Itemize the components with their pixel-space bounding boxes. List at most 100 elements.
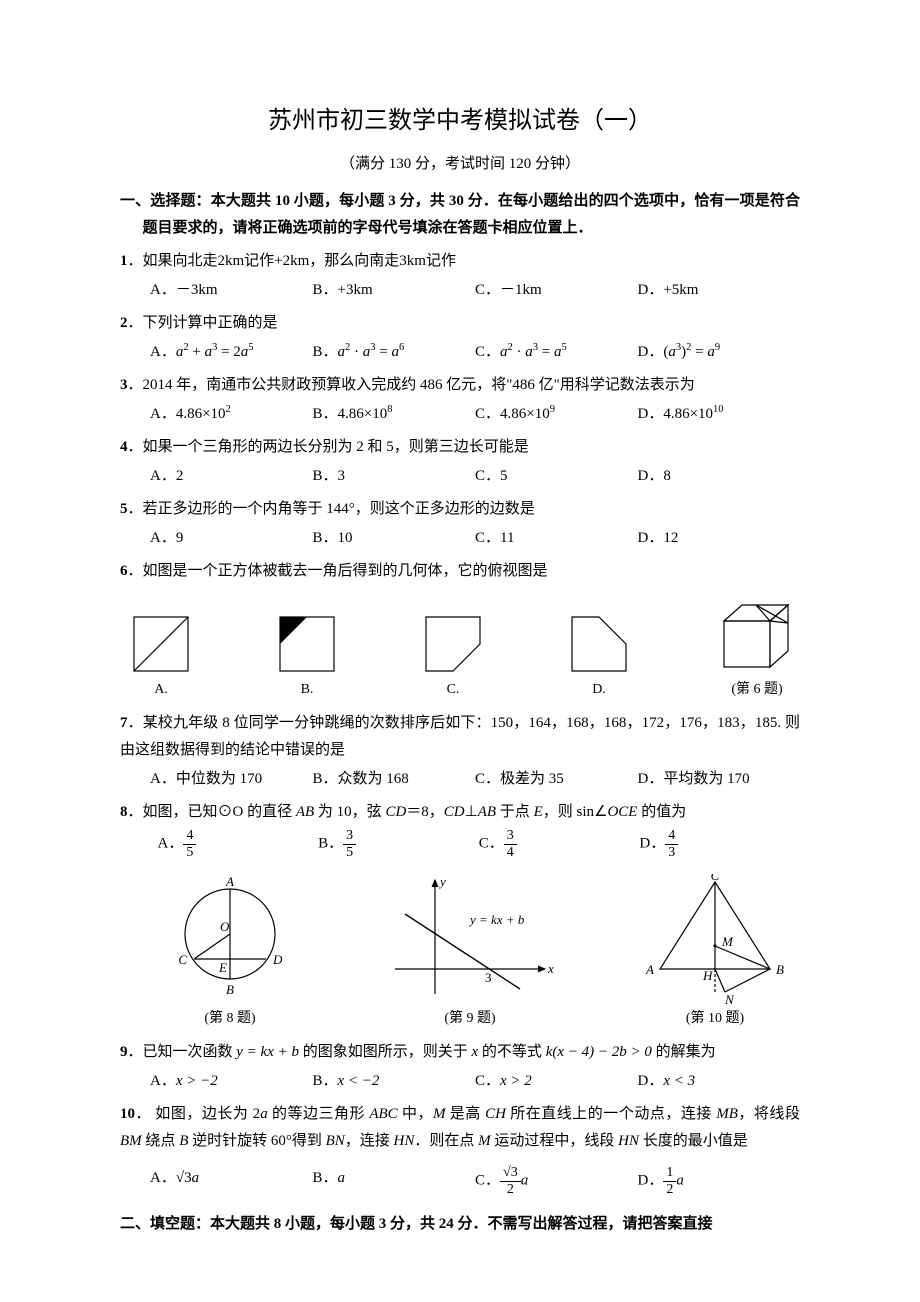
q10-text: ． 如图，边长为 2a 的等边三角形 ABC 中，M 是高 CH 所在直线上的一… [120,1106,800,1149]
fig8-caption: (第 8 题) [160,1006,300,1031]
q8-opt-a: A．45 [158,828,319,860]
question-8: 8．如图，已知⊙O 的直径 AB 为 10，弦 CD＝8，CD⊥AB 于点 E，… [120,799,800,860]
q5-text: ．若正多边形的一个内角等于 144°，则这个正多边形的边数是 [128,501,535,517]
q6-fig-d: D. [568,613,630,702]
figs-8-9-10: A B C D O E (第 8 题) x y 3 y = kx + b (第 … [160,874,790,1031]
fig9-svg: x y 3 y = kx + b [385,874,555,1004]
q8-opt-d: D．43 [639,828,800,860]
question-7: 7．某校九年级 8 位同学一分钟跳绳的次数排序后如下：150，164，168，1… [120,710,800,793]
q8-opt-c: C．34 [479,828,640,860]
q4-num: 4 [120,439,128,455]
svg-text:A: A [645,962,654,977]
q5-opt-a: A．9 [150,525,313,552]
svg-text:C: C [178,952,187,967]
q10-opt-a: A．√3a [150,1165,313,1197]
q6-svg-3d [714,599,800,675]
fig8-svg: A B C D O E [160,874,300,1004]
question-4: 4．如果一个三角形的两边长分别为 2 和 5，则第三边长可能是 A．2 B．3 … [120,434,800,490]
q6-label-a: A. [130,677,192,702]
q10-opt-b: B．a [313,1165,476,1197]
fig9-caption: (第 9 题) [385,1006,555,1031]
q1-opt-c: C．－1km [475,277,638,304]
q9-opt-d: D．x < 3 [638,1068,801,1095]
q9-opt-b: B．x < −2 [313,1068,476,1095]
q6-label-d: D. [568,677,630,702]
q7-opt-a: A．中位数为 170 [150,766,313,793]
svg-text:B: B [226,982,234,997]
q4-opt-a: A．2 [150,463,313,490]
svg-text:y: y [438,874,446,889]
q3-opt-a: A．4.86×102 [150,401,313,428]
fig10-svg: C A B M H N [640,874,790,1004]
q6-fig-c: C. [422,613,484,702]
q6-caption: (第 6 题) [714,677,800,702]
q5-num: 5 [120,501,128,517]
svg-text:B: B [776,962,784,977]
q7-opt-d: D．平均数为 170 [638,766,801,793]
svg-text:O: O [220,919,230,934]
svg-text:N: N [724,992,735,1004]
q6-svg-c [422,613,484,675]
q6-svg-a [130,613,192,675]
q6-figures: A. B. C. D. (第 6 题) [130,599,800,702]
fig-10: C A B M H N (第 10 题) [640,874,790,1031]
q6-fig-a: A. [130,613,192,702]
question-1: 1．如果向北走2km记作+2km，那么向南走3km记作 A．－3km B．+3k… [120,248,800,304]
q2-opt-d: D．(a3)2 = a9 [638,339,801,366]
q3-opt-d: D．4.86×1010 [638,401,801,428]
page-title: 苏州市初三数学中考模拟试卷（一） [120,100,800,143]
q5-opt-d: D．12 [638,525,801,552]
q8-num: 8 [120,804,128,820]
q1-opt-a: A．－3km [150,277,313,304]
q4-opt-b: B．3 [313,463,476,490]
q9-opt-c: C．x > 2 [475,1068,638,1095]
question-5: 5．若正多边形的一个内角等于 144°，则这个正多边形的边数是 A．9 B．10… [120,496,800,552]
q9-num: 9 [120,1044,128,1060]
q8-opt-b: B．35 [318,828,479,860]
svg-text:x: x [547,961,554,976]
fig10-caption: (第 10 题) [640,1006,790,1031]
q3-opt-b: B．4.86×108 [313,401,476,428]
q10-num: 10 [120,1106,135,1122]
q1-opt-d: D．+5km [638,277,801,304]
q3-opt-c: C．4.86×109 [475,401,638,428]
q7-opt-b: B．众数为 168 [313,766,476,793]
q6-label-b: B. [276,677,338,702]
question-6: 6．如图是一个正方体被截去一角后得到的几何体，它的俯视图是 [120,558,800,585]
q9-opt-a: A．x > −2 [150,1068,313,1095]
q6-svg-d [568,613,630,675]
q3-num: 3 [120,377,128,393]
svg-text:C: C [711,874,720,883]
svg-text:3: 3 [485,970,492,985]
q4-opt-d: D．8 [638,463,801,490]
q6-label-c: C. [422,677,484,702]
fig-9: x y 3 y = kx + b (第 9 题) [385,874,555,1031]
section-1-header: 一、选择题：本大题共 10 小题，每小题 3 分，共 30 分．在每小题给出的四… [120,188,800,242]
q6-svg-b [276,613,338,675]
question-9: 9．已知一次函数 y = kx + b 的图象如图所示，则关于 x 的不等式 k… [120,1039,800,1095]
q2-opt-c: C．a2 · a3 = a5 [475,339,638,366]
q5-opt-c: C．11 [475,525,638,552]
q2-opt-a: A．a2 + a3 = 2a5 [150,339,313,366]
page-subtitle: （满分 130 分，考试时间 120 分钟） [120,151,800,178]
q2-num: 2 [120,315,128,331]
question-10: 10． 如图，边长为 2a 的等边三角形 ABC 中，M 是高 CH 所在直线上… [120,1101,800,1197]
q4-text: ．如果一个三角形的两边长分别为 2 和 5，则第三边长可能是 [128,439,529,455]
q6-fig-3d: (第 6 题) [714,599,800,702]
q9-text: ．已知一次函数 y = kx + b 的图象如图所示，则关于 x 的不等式 k(… [128,1044,716,1060]
q1-num: 1 [120,253,128,269]
q7-num: 7 [120,715,128,731]
q2-opt-b: B．a2 · a3 = a6 [313,339,476,366]
q7-opt-c: C．极差为 35 [475,766,638,793]
q5-opt-b: B．10 [313,525,476,552]
q1-text: ．如果向北走2km记作+2km，那么向南走3km记作 [128,253,456,269]
q8-text: ．如图，已知⊙O 的直径 AB 为 10，弦 CD＝8，CD⊥AB 于点 E，则… [128,804,687,820]
section-2-header: 二、填空题：本大题共 8 小题，每小题 3 分，共 24 分．不需写出解答过程，… [120,1211,800,1238]
q3-text: ．2014 年，南通市公共财政预算收入完成约 486 亿元，将"486 亿"用科… [128,377,695,393]
q10-opt-d: D．12a [638,1165,801,1197]
svg-text:A: A [225,874,234,889]
q10-opt-c: C．√32a [475,1165,638,1197]
q4-opt-c: C．5 [475,463,638,490]
q7-text: ．某校九年级 8 位同学一分钟跳绳的次数排序后如下：150，164，168，16… [120,715,800,758]
svg-text:M: M [721,934,734,949]
